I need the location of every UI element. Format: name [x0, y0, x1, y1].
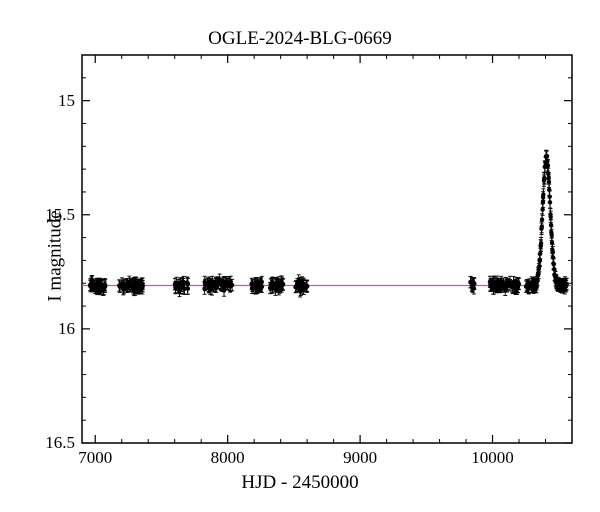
plot-area: [0, 0, 600, 512]
y-tick-label: 16: [58, 319, 75, 339]
x-tick-label: 9000: [343, 448, 377, 468]
x-tick-label: 7000: [78, 448, 112, 468]
y-tick-label: 15: [58, 91, 75, 111]
y-tick-label: 15.5: [45, 205, 75, 225]
lightcurve-chart: OGLE-2024-BLG-0669 I magnitude HJD - 245…: [0, 0, 600, 512]
y-tick-label: 16.5: [45, 433, 75, 453]
x-tick-label: 10000: [471, 448, 514, 468]
x-tick-label: 8000: [211, 448, 245, 468]
